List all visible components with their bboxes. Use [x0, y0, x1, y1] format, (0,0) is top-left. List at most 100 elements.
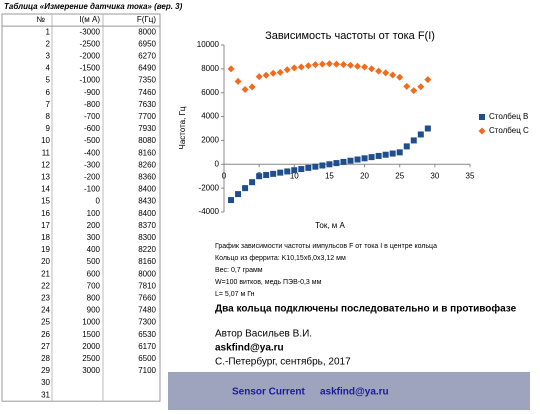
table-cell: 18 — [41, 233, 50, 242]
point — [228, 197, 235, 204]
table-cell: 1500 — [82, 330, 100, 339]
point — [255, 73, 263, 81]
table-cell: -100 — [84, 185, 101, 194]
legend-label: Столбец C — [489, 126, 529, 135]
table-cell: 5 — [46, 76, 51, 85]
x-tick-label: 30 — [430, 171, 439, 180]
point — [283, 66, 291, 74]
table-cell: 8430 — [138, 197, 156, 206]
point — [382, 151, 389, 158]
table-cell: 13 — [41, 172, 50, 181]
x-tick-label: 25 — [395, 171, 404, 180]
table-cell: 30 — [41, 378, 50, 387]
table-cell: 2500 — [82, 354, 100, 363]
banner-bg — [168, 372, 530, 410]
point — [389, 150, 396, 157]
point — [249, 179, 256, 186]
y-tick-label: 10000 — [197, 40, 220, 49]
table-cell: 6490 — [138, 64, 156, 73]
point — [318, 60, 326, 68]
table-cell: 20 — [41, 257, 50, 266]
table-cell: 600 — [87, 269, 101, 278]
table-cell: 31 — [41, 390, 50, 399]
table-cell: -400 — [84, 148, 101, 157]
legend-marker — [479, 114, 485, 120]
table-cell: 300 — [87, 233, 101, 242]
table-cell: -900 — [84, 88, 101, 97]
chart-title: Зависимость частоты от тока F(I) — [265, 30, 435, 42]
table-cell: 7350 — [138, 76, 156, 85]
table-cell: 9 — [46, 124, 51, 133]
table-cell: 6 — [46, 88, 51, 97]
point — [304, 62, 312, 70]
table-cell: 26 — [41, 330, 50, 339]
x-axis-label: Ток, м А — [315, 221, 345, 230]
table-cell: 8370 — [138, 221, 156, 230]
table-cell: -1000 — [80, 76, 101, 85]
y-tick-label: -4000 — [199, 207, 220, 216]
point — [256, 173, 263, 180]
table-cell: 8 — [46, 112, 51, 121]
point — [340, 158, 347, 165]
point — [410, 137, 417, 144]
table-cell: -2500 — [80, 39, 101, 48]
point — [291, 167, 298, 174]
table-cell: 8000 — [138, 27, 156, 36]
table-cell: 7700 — [138, 112, 156, 121]
point — [396, 149, 403, 156]
point — [276, 68, 284, 76]
table-cell: 28 — [41, 354, 50, 363]
point — [417, 83, 425, 91]
table-cell: 24 — [41, 306, 50, 315]
point — [262, 71, 270, 79]
table-cell: -800 — [84, 100, 101, 109]
table-cell: 1000 — [82, 318, 100, 327]
table-cell: 4 — [46, 64, 51, 73]
table-cell: 8400 — [138, 185, 156, 194]
point — [311, 61, 319, 69]
table-cell: 27 — [41, 342, 50, 351]
table-cell: 29 — [41, 366, 50, 375]
point — [354, 62, 362, 70]
note: Вес: 0,7 грамм — [215, 267, 263, 274]
point — [227, 65, 235, 73]
point — [290, 64, 298, 72]
table-cell: 7100 — [138, 366, 156, 375]
table-cell: 15 — [41, 197, 50, 206]
table-cell: 6270 — [138, 51, 156, 60]
point — [332, 60, 340, 68]
table-cell: 6530 — [138, 330, 156, 339]
table-cell: 7300 — [138, 318, 156, 327]
table-cell: 19 — [41, 245, 50, 254]
table-cell: 14 — [41, 185, 50, 194]
point — [410, 87, 418, 95]
point — [241, 85, 249, 93]
table-cell: 6950 — [138, 39, 156, 48]
table-cell: -500 — [84, 136, 101, 145]
table-cell: 11 — [42, 148, 51, 157]
table-cell: 100 — [87, 209, 101, 218]
point — [354, 156, 361, 163]
table-cell: 10 — [41, 136, 50, 145]
point — [263, 172, 270, 179]
table-cell: 7460 — [138, 88, 156, 97]
point — [319, 162, 326, 169]
point — [325, 60, 333, 68]
table-cell: 8360 — [138, 172, 156, 181]
table-cell: 8260 — [138, 160, 156, 169]
point — [382, 69, 390, 77]
point — [368, 65, 376, 73]
point — [326, 161, 333, 168]
table-cell: 7810 — [138, 281, 156, 290]
note: Кольцо из феррита: K10,15х6,0х3,12 мм — [215, 255, 346, 262]
table-frame — [1, 13, 161, 402]
point — [333, 160, 340, 167]
point — [375, 152, 382, 159]
table-cell: 8160 — [138, 257, 156, 266]
table-cell: -1500 — [80, 64, 101, 73]
table-cell: 2 — [46, 39, 51, 48]
table-cell: 3000 — [82, 366, 100, 375]
point — [347, 157, 354, 164]
table-cell: 22 — [41, 281, 50, 290]
point — [347, 61, 355, 69]
